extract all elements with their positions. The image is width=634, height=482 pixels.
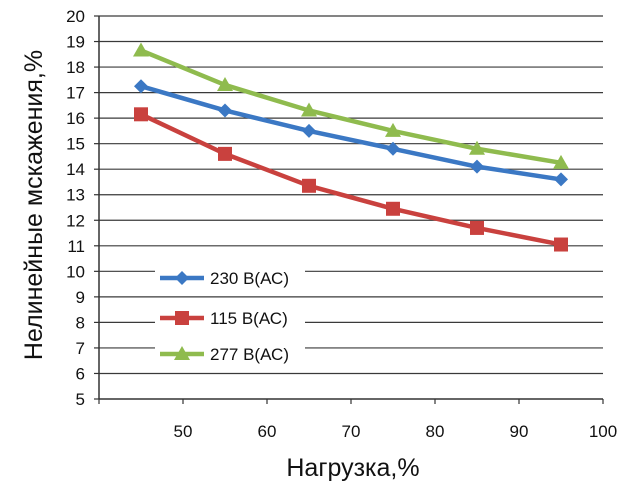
x-tick-label: 70 [342, 422, 361, 441]
y-tick-label: 9 [76, 288, 85, 307]
series-2 [133, 42, 569, 169]
y-tick-label: 14 [66, 160, 85, 179]
y-tick-label: 11 [67, 237, 85, 256]
data-point [469, 140, 485, 155]
y-tick-label: 18 [66, 58, 85, 77]
series-line [140, 48, 562, 166]
series-line [140, 112, 562, 247]
y-tick-label: 6 [76, 364, 85, 383]
x-tick-label: 60 [258, 422, 277, 441]
legend: 230 В(АС) 115 В(АС) 277 В(АС) [155, 264, 305, 368]
y-tick-label: 16 [66, 109, 85, 128]
data-point [302, 123, 316, 138]
y-tick-label: 5 [76, 390, 85, 409]
y-tick-label: 13 [66, 186, 85, 205]
data-point [554, 172, 568, 187]
x-tick-label: 100 [589, 422, 617, 441]
data-point [554, 237, 568, 252]
legend-marker [175, 271, 189, 285]
data-point [134, 107, 148, 122]
legend-label: 115 В(АС) [210, 309, 288, 328]
series-line [140, 84, 562, 182]
y-tick-labels: 5 6 7 8 9 10 11 12 13 14 15 16 17 18 19 20 [66, 7, 99, 409]
data-point [386, 201, 400, 216]
x-axis-title: Нагрузка,% [286, 454, 419, 482]
data-point [133, 42, 149, 57]
data-point [470, 220, 484, 235]
legend-label: 230 В(АС) [210, 269, 289, 288]
y-tick-label: 20 [66, 7, 85, 26]
data-point [553, 154, 569, 169]
x-tick-label: 50 [174, 422, 193, 441]
data-point [134, 79, 148, 94]
legend-marker [174, 346, 190, 360]
data-point [217, 76, 233, 91]
y-tick-label: 7 [76, 339, 85, 358]
data-point [385, 122, 401, 137]
y-axis-title: Нелинейные мскажения,% [20, 50, 48, 360]
data-point [218, 146, 232, 161]
series-group [133, 42, 569, 252]
gridlines [99, 15, 603, 375]
x-tick-label: 80 [426, 422, 445, 441]
series-1 [134, 107, 568, 252]
data-point [302, 178, 316, 193]
y-tick-label: 17 [66, 84, 85, 103]
y-tick-label: 12 [66, 211, 85, 230]
y-tick-label: 10 [66, 262, 85, 281]
series-0 [134, 79, 568, 187]
data-point [218, 103, 232, 118]
data-point [386, 141, 400, 156]
x-tick-labels: 50 60 70 80 90 100 [98, 399, 617, 441]
y-tick-label: 8 [76, 313, 85, 332]
data-point [470, 159, 484, 174]
legend-marker [175, 311, 189, 325]
y-tick-label: 15 [66, 135, 85, 154]
x-tick-label: 90 [510, 422, 529, 441]
legend-label: 277 В(АС) [210, 345, 289, 364]
y-tick-label: 19 [66, 33, 85, 52]
data-point [301, 102, 317, 117]
